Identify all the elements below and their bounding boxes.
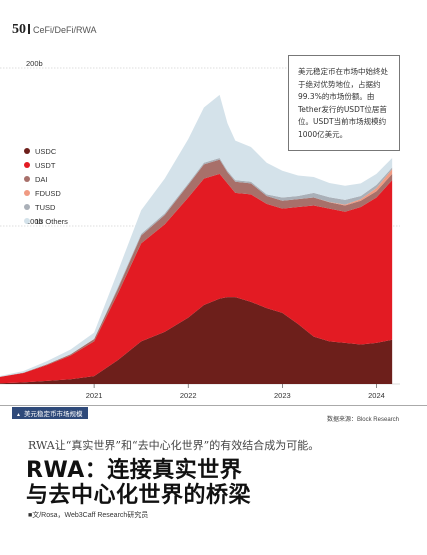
headline-line-2: 与去中心化世界的桥梁 [26, 483, 252, 508]
triangle-icon: ▲ [16, 412, 21, 418]
page-header: 50 CeFi/DeFi/RWA [12, 22, 97, 38]
chart-callout: 美元稳定币在市场中始终处于绝对优势地位，占据约99.3%的市场份额。由Tethe… [288, 55, 400, 151]
legend-swatch [24, 204, 30, 210]
y-tick-label: 200b [26, 59, 43, 68]
series-area-13-others [0, 94, 393, 377]
legend-item: USDT [24, 158, 68, 172]
legend-item: TUSD [24, 200, 68, 214]
legend-label: USDT [35, 160, 56, 170]
page-number: 50 [12, 22, 26, 37]
chart-legend: USDC USDT DAI FDUSD TUSD 13 Others [24, 144, 68, 228]
x-tick-label: 2022 [180, 391, 197, 400]
figure-title: ▲ 美元稳定币市场规模 [12, 407, 89, 419]
section-label: CeFi/DeFi/RWA [33, 25, 97, 35]
header-divider [28, 24, 30, 34]
legend-swatch [24, 190, 30, 196]
series-area-usdc [0, 297, 393, 384]
series-area-usdt [0, 173, 393, 384]
legend-label: DAI [35, 174, 48, 184]
byline: ■文/Rosa，Web3Caff Research研究员 [28, 512, 149, 519]
legend-swatch [24, 148, 30, 154]
legend-item: USDC [24, 144, 68, 158]
y-tick-label: 100b [26, 217, 43, 226]
x-tick-label: 2021 [86, 391, 103, 400]
legend-item: DAI [24, 172, 68, 186]
stablecoin-market-chart: 200b100b02021202220232024 [0, 59, 400, 400]
legend-swatch [24, 176, 30, 182]
x-tick-label: 2024 [368, 391, 385, 400]
legend-label: 13 Others [35, 216, 68, 226]
legend-label: TUSD [35, 202, 56, 212]
data-source: 数据来源：Block Research [326, 417, 399, 423]
headline-line-1: RWA：连接真实世界 [26, 458, 243, 483]
figure-caption-bar: ▲ 美元稳定币市场规模 [0, 405, 427, 419]
lead-text: RWA让“真实世界”和“去中心化世界”的有效结合成为可能。 [28, 439, 320, 452]
legend-item: FDUSD [24, 186, 68, 200]
legend-label: USDC [35, 146, 57, 156]
article-headline: RWA：连接真实世界 与去中心化世界的桥梁 [26, 458, 251, 508]
legend-item: 13 Others [24, 214, 68, 228]
legend-swatch [24, 162, 30, 168]
figure-title-text: 美元稳定币市场规模 [23, 411, 83, 418]
legend-swatch [24, 218, 30, 224]
legend-label: FDUSD [35, 188, 61, 198]
x-tick-label: 2023 [274, 391, 291, 400]
